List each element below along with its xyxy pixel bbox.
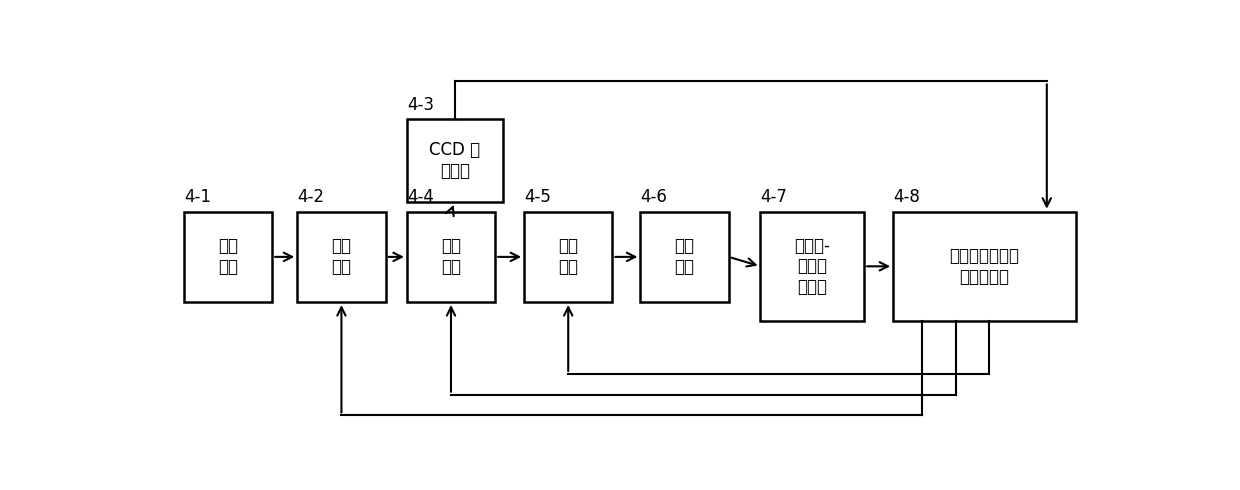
Bar xyxy=(407,119,503,202)
Text: 分光
系统: 分光 系统 xyxy=(558,238,578,276)
Text: 视场
光阑: 视场 光阑 xyxy=(441,238,461,276)
Text: 4-6: 4-6 xyxy=(640,188,667,206)
Text: 电动
快门: 电动 快门 xyxy=(331,238,351,276)
Text: 4-4: 4-4 xyxy=(407,188,434,206)
Text: 信号采集、处理
与控制系统: 信号采集、处理 与控制系统 xyxy=(950,247,1019,286)
Text: 光学
系统: 光学 系统 xyxy=(218,238,238,276)
Text: 成像
系统: 成像 系统 xyxy=(675,238,694,276)
Text: 4-2: 4-2 xyxy=(298,188,324,206)
Bar xyxy=(298,212,386,302)
Bar xyxy=(184,212,273,302)
Text: 4-3: 4-3 xyxy=(407,96,434,114)
Text: 4-5: 4-5 xyxy=(525,188,551,206)
Bar xyxy=(640,212,729,302)
Text: 近紫外-
近红外
探测器: 近紫外- 近红外 探测器 xyxy=(795,237,831,296)
Text: 4-1: 4-1 xyxy=(184,188,211,206)
Text: 4-7: 4-7 xyxy=(760,188,787,206)
Text: CCD 瞄
准系统: CCD 瞄 准系统 xyxy=(429,141,480,180)
Bar xyxy=(760,212,864,321)
Bar xyxy=(407,212,495,302)
Text: 4-8: 4-8 xyxy=(893,188,920,206)
Bar xyxy=(525,212,613,302)
Bar xyxy=(893,212,1075,321)
